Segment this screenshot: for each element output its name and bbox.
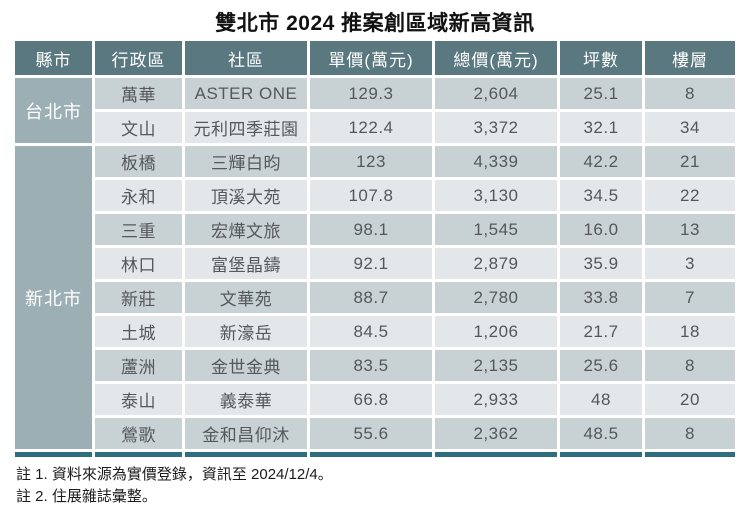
table-bottom-border (15, 452, 92, 457)
cell-ping: 33.8 (560, 282, 642, 313)
cell-ping: 34.5 (560, 180, 642, 211)
table-bottom-border (645, 452, 735, 457)
cell-district: 蘆洲 (95, 350, 182, 381)
cell-ping: 25.1 (560, 78, 642, 109)
footnotes: 註 1. 資料來源為實價登錄，資訊至 2024/12/4。 註 2. 住展雜誌彙… (16, 464, 750, 508)
table-bottom-border (435, 452, 557, 457)
cell-unit-price: 84.5 (310, 316, 432, 347)
table-grid: 縣市 行政區 社區 單價(萬元) 總價(萬元) 坪數 樓層台北市 萬華 ASTER ONE 129… (15, 41, 735, 457)
cell-community: ASTER ONE (185, 78, 307, 109)
cell-unit-price: 92.1 (310, 248, 432, 279)
cell-floor: 8 (645, 350, 735, 381)
cell-district: 林口 (95, 248, 182, 279)
cell-floor: 21 (645, 146, 735, 177)
cell-ping: 35.9 (560, 248, 642, 279)
cell-total-price: 2,780 (435, 282, 557, 313)
cell-floor: 7 (645, 282, 735, 313)
cell-unit-price: 98.1 (310, 214, 432, 245)
cell-ping: 48.5 (560, 418, 642, 449)
cell-total-price: 2,933 (435, 384, 557, 415)
cell-unit-price: 83.5 (310, 350, 432, 381)
cell-district: 萬華 (95, 78, 182, 109)
cell-community: 金世金典 (185, 350, 307, 381)
cell-total-price: 1,206 (435, 316, 557, 347)
table-bottom-border (560, 452, 642, 457)
cell-unit-price: 122.4 (310, 112, 432, 143)
cell-ping: 32.1 (560, 112, 642, 143)
cell-community: 宏燁文旅 (185, 214, 307, 245)
header-cell-total-price: 總價(萬元) (435, 41, 557, 75)
cell-unit-price: 107.8 (310, 180, 432, 211)
cell-ping: 42.2 (560, 146, 642, 177)
page-title: 雙北市 2024 推案創區域新高資訊 (215, 12, 535, 35)
cell-total-price: 3,130 (435, 180, 557, 211)
cell-community: 元利四季莊園 (185, 112, 307, 143)
cell-total-price: 4,339 (435, 146, 557, 177)
cell-community: 文華苑 (185, 282, 307, 313)
footnote-1: 註 1. 資料來源為實價登錄，資訊至 2024/12/4。 (16, 466, 333, 483)
cell-district: 土城 (95, 316, 182, 347)
header-cell-floor: 樓層 (645, 41, 735, 75)
footnote-2: 註 2. 住展雜誌彙整。 (16, 487, 157, 505)
cell-floor: 22 (645, 180, 735, 211)
cell-floor: 8 (645, 418, 735, 449)
cell-district: 三重 (95, 214, 182, 245)
cell-ping: 21.7 (560, 316, 642, 347)
header-cell-unit-price: 單價(萬元) (310, 41, 432, 75)
header-cell-county: 縣市 (15, 41, 92, 75)
cell-district: 板橋 (95, 146, 182, 177)
cell-total-price: 1,545 (435, 214, 557, 245)
header-cell-community: 社區 (185, 41, 307, 75)
cell-community: 頂溪大苑 (185, 180, 307, 211)
cell-floor: 8 (645, 78, 735, 109)
cell-community: 富堡晶鑄 (185, 248, 307, 279)
cell-district: 新莊 (95, 282, 182, 313)
cell-district: 鶯歌 (95, 418, 182, 449)
cell-total-price: 2,879 (435, 248, 557, 279)
cell-floor: 3 (645, 248, 735, 279)
cell-floor: 13 (645, 214, 735, 245)
cell-unit-price: 129.3 (310, 78, 432, 109)
cell-community: 新濠岳 (185, 316, 307, 347)
cell-community: 金和昌仰沐 (185, 418, 307, 449)
header-cell-district: 行政區 (95, 41, 182, 75)
cell-unit-price: 88.7 (310, 282, 432, 313)
cell-ping: 25.6 (560, 350, 642, 381)
cell-total-price: 2,604 (435, 78, 557, 109)
cell-total-price: 3,372 (435, 112, 557, 143)
cell-district: 文山 (95, 112, 182, 143)
cell-total-price: 2,135 (435, 350, 557, 381)
cell-floor: 18 (645, 316, 735, 347)
table-bottom-border (95, 452, 182, 457)
cell-floor: 20 (645, 384, 735, 415)
cell-ping: 48 (560, 384, 642, 415)
table-bottom-border (310, 452, 432, 457)
cell-unit-price: 55.6 (310, 418, 432, 449)
cell-unit-price: 123 (310, 146, 432, 177)
cell-total-price: 2,362 (435, 418, 557, 449)
cell-community: 義泰華 (185, 384, 307, 415)
cell-ping: 16.0 (560, 214, 642, 245)
city-group-cell: 台北市 (15, 78, 92, 143)
cell-unit-price: 66.8 (310, 384, 432, 415)
cell-floor: 34 (645, 112, 735, 143)
cell-district: 永和 (95, 180, 182, 211)
cell-district: 泰山 (95, 384, 182, 415)
header-cell-ping: 坪數 (560, 41, 642, 75)
table-bottom-border (185, 452, 307, 457)
city-group-cell: 新北市 (15, 146, 92, 449)
cell-community: 三輝白昀 (185, 146, 307, 177)
